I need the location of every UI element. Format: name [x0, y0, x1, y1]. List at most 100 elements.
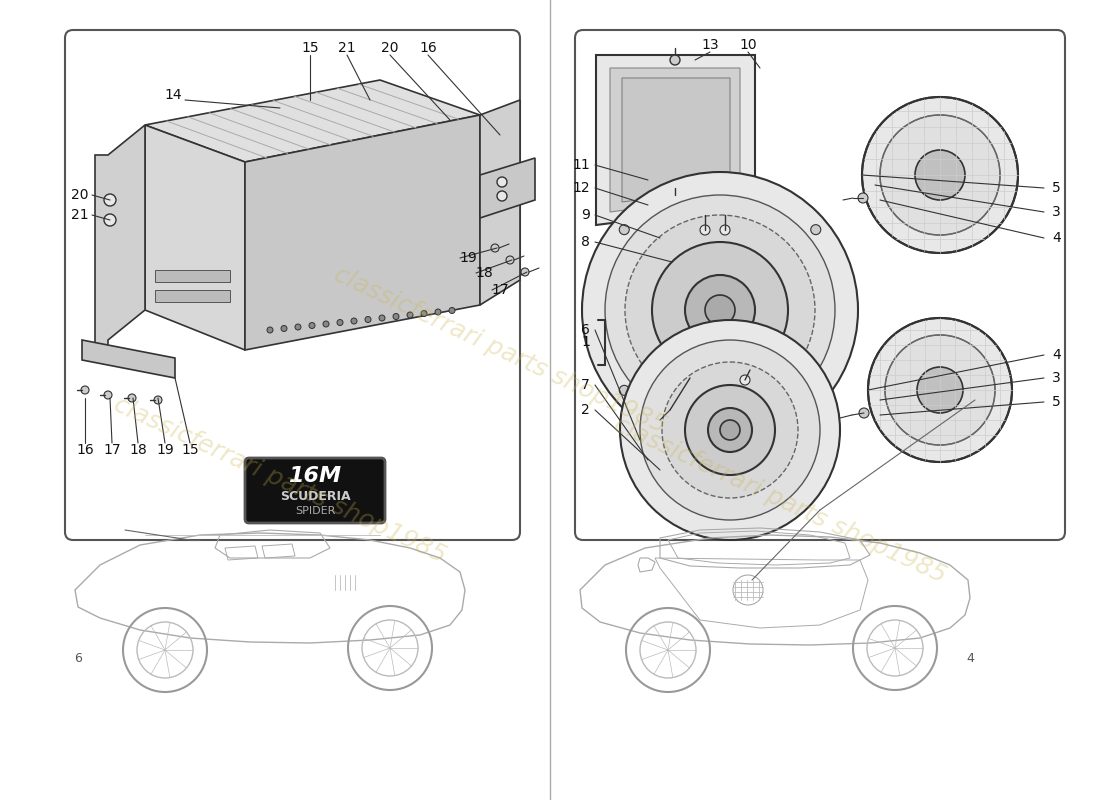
Circle shape [295, 324, 301, 330]
Circle shape [421, 310, 427, 317]
Circle shape [685, 275, 755, 345]
Circle shape [740, 375, 750, 385]
Circle shape [407, 312, 412, 318]
Circle shape [379, 315, 385, 321]
Circle shape [662, 362, 798, 498]
Text: 18: 18 [129, 443, 147, 457]
Circle shape [652, 242, 788, 378]
Text: 4: 4 [966, 651, 974, 665]
Circle shape [506, 256, 514, 264]
Text: 10: 10 [739, 38, 757, 52]
Circle shape [868, 318, 1012, 462]
Polygon shape [480, 158, 535, 218]
Text: 21: 21 [338, 41, 355, 55]
Polygon shape [82, 340, 175, 378]
Text: 17: 17 [492, 283, 509, 297]
Circle shape [128, 394, 136, 402]
Text: 19: 19 [156, 443, 174, 457]
Circle shape [640, 340, 820, 520]
Text: 1: 1 [581, 335, 590, 349]
Text: 15: 15 [182, 443, 199, 457]
Text: 16M: 16M [288, 466, 342, 486]
Circle shape [886, 335, 996, 445]
Circle shape [154, 396, 162, 404]
Circle shape [605, 195, 835, 425]
Circle shape [491, 244, 499, 252]
Circle shape [880, 115, 1000, 235]
Circle shape [720, 225, 730, 235]
Text: 19: 19 [459, 251, 477, 265]
Circle shape [620, 320, 840, 540]
Circle shape [497, 177, 507, 187]
Text: 8: 8 [581, 235, 590, 249]
Circle shape [104, 214, 116, 226]
Text: SCUDERIA: SCUDERIA [279, 490, 350, 502]
Text: 2: 2 [581, 403, 590, 417]
Text: 16: 16 [419, 41, 437, 55]
Polygon shape [596, 55, 755, 225]
Text: 5: 5 [1052, 395, 1060, 409]
Text: 9: 9 [581, 208, 590, 222]
Text: 5: 5 [1052, 181, 1060, 195]
Circle shape [858, 193, 868, 203]
Text: 17: 17 [103, 443, 121, 457]
Circle shape [619, 386, 629, 395]
Circle shape [104, 194, 116, 206]
Circle shape [521, 268, 529, 276]
Circle shape [81, 386, 89, 394]
Text: 6: 6 [581, 323, 590, 337]
Text: 18: 18 [475, 266, 493, 280]
Text: 21: 21 [72, 208, 89, 222]
Circle shape [915, 150, 965, 200]
Circle shape [708, 408, 752, 452]
Text: 13: 13 [701, 38, 718, 52]
Text: 6: 6 [74, 651, 81, 665]
Text: 3: 3 [1052, 205, 1060, 219]
Circle shape [862, 97, 1018, 253]
Text: 12: 12 [572, 181, 590, 195]
Text: 4: 4 [1052, 231, 1060, 245]
Circle shape [267, 327, 273, 333]
Circle shape [859, 408, 869, 418]
Bar [155, 290, 230, 302]
Circle shape [700, 225, 710, 235]
Polygon shape [95, 125, 145, 345]
Circle shape [917, 367, 962, 413]
Circle shape [670, 55, 680, 65]
Polygon shape [145, 125, 245, 350]
Text: 16: 16 [76, 443, 94, 457]
Bar [640, 420, 670, 432]
Polygon shape [145, 80, 480, 162]
Text: 7: 7 [581, 378, 590, 392]
Circle shape [434, 309, 441, 315]
Circle shape [705, 295, 735, 325]
Text: SPIDER: SPIDER [295, 506, 336, 516]
Text: 20: 20 [72, 188, 89, 202]
Circle shape [323, 321, 329, 327]
Text: 14: 14 [164, 88, 182, 102]
Circle shape [720, 420, 740, 440]
Text: classicferrari parts shop1985: classicferrari parts shop1985 [610, 412, 950, 588]
Circle shape [337, 319, 343, 326]
Circle shape [104, 391, 112, 399]
Circle shape [351, 318, 358, 324]
Circle shape [449, 307, 455, 314]
Text: classicferrari parts shop1985: classicferrari parts shop1985 [110, 392, 450, 568]
Circle shape [670, 195, 680, 205]
Text: 20: 20 [382, 41, 398, 55]
Circle shape [582, 172, 858, 448]
Circle shape [309, 322, 315, 329]
Bar [155, 270, 230, 282]
FancyBboxPatch shape [245, 458, 385, 523]
Text: 3: 3 [1052, 371, 1060, 385]
Polygon shape [610, 68, 740, 212]
Text: 4: 4 [1052, 348, 1060, 362]
Circle shape [811, 386, 821, 395]
Polygon shape [480, 100, 520, 305]
Circle shape [685, 385, 775, 475]
Circle shape [365, 317, 371, 322]
Circle shape [625, 215, 815, 405]
Bar [640, 430, 670, 448]
Text: classicferrari parts shop1985: classicferrari parts shop1985 [330, 262, 670, 438]
Polygon shape [621, 78, 730, 202]
